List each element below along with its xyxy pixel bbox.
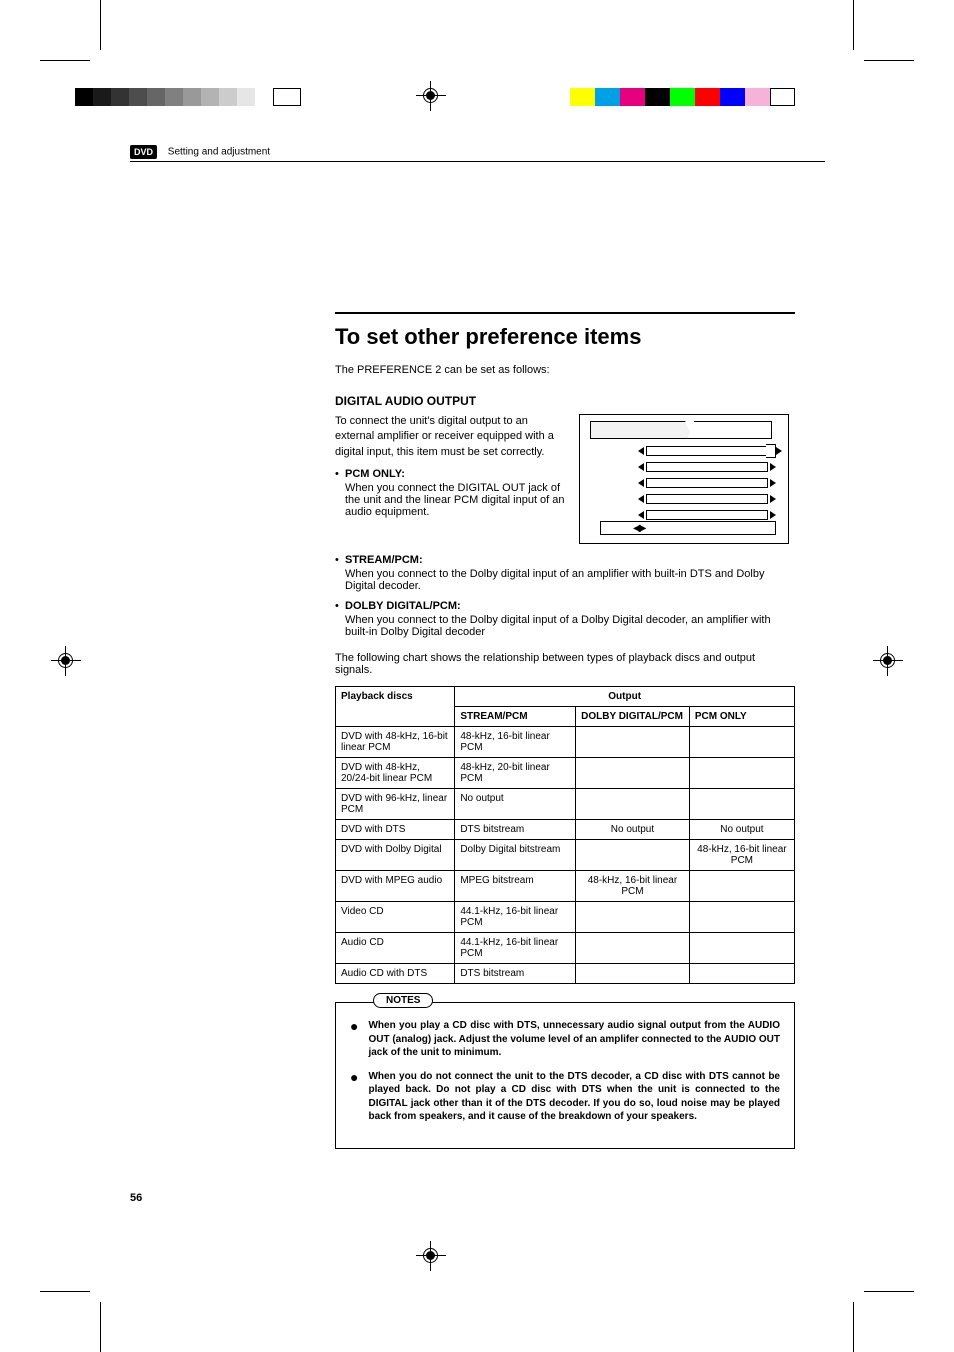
- table-row: DVD with 48-kHz, 16-bit linear PCM48-kHz…: [336, 727, 795, 758]
- cell-stream: DTS bitstream: [455, 964, 576, 984]
- cell-stream: Dolby Digital bitstream: [455, 840, 576, 871]
- crop-mark: [40, 60, 90, 61]
- color-calibration-bar: [570, 88, 795, 106]
- option-desc: When you connect to the Dolby digital in…: [345, 614, 795, 638]
- table-row: DVD with 96-kHz, linear PCMNo output: [336, 789, 795, 820]
- cell-pcm: No output: [689, 820, 794, 840]
- cell-pcm: [689, 789, 794, 820]
- osd-menu-diagram: ◀▶: [579, 414, 789, 544]
- cell-disc: Audio CD with DTS: [336, 964, 455, 984]
- table-row: Video CD44.1-kHz, 16-bit linear PCM: [336, 902, 795, 933]
- digital-audio-desc: To connect the unit's digital output to …: [335, 414, 565, 460]
- registration-mark-icon: [420, 85, 442, 107]
- cell-pcm: [689, 758, 794, 789]
- notes-section: NOTES ●When you play a CD disc with DTS,…: [335, 1002, 795, 1149]
- cell-stream: 44.1-kHz, 16-bit linear PCM: [455, 902, 576, 933]
- cell-dolby: [576, 727, 690, 758]
- crop-mark: [100, 1302, 101, 1352]
- table-row: DVD with Dolby DigitalDolby Digital bits…: [336, 840, 795, 871]
- table-row: DVD with DTSDTS bitstreamNo outputNo out…: [336, 820, 795, 840]
- grayscale-calibration-bar: [75, 88, 301, 106]
- cell-dolby: [576, 902, 690, 933]
- cell-disc: DVD with 48-kHz, 16-bit linear PCM: [336, 727, 455, 758]
- crop-mark: [853, 0, 854, 50]
- bullet-icon: ●: [350, 1070, 358, 1124]
- option-dolby-digital-pcm: DOLBY DIGITAL/PCM: When you connect to t…: [335, 600, 795, 638]
- crop-mark: [40, 1291, 90, 1292]
- th-stream: STREAM/PCM: [455, 707, 576, 727]
- note-text: When you play a CD disc with DTS, unnece…: [368, 1019, 780, 1060]
- page-title: To set other preference items: [335, 312, 795, 350]
- note-item: ●When you do not connect the unit to the…: [350, 1070, 780, 1124]
- chart-intro: The following chart shows the relationsh…: [335, 652, 795, 676]
- registration-mark-icon: [55, 650, 77, 672]
- page-content: DVD Setting and adjustment To set other …: [130, 145, 825, 1149]
- crop-mark: [853, 1302, 854, 1352]
- option-pcm-only: PCM ONLY: When you connect the DIGITAL O…: [335, 468, 565, 518]
- cell-stream: 44.1-kHz, 16-bit linear PCM: [455, 933, 576, 964]
- table-row: DVD with MPEG audioMPEG bitstream48-kHz,…: [336, 871, 795, 902]
- option-desc: When you connect the DIGITAL OUT jack of…: [345, 482, 565, 518]
- cell-dolby: [576, 758, 690, 789]
- cell-dolby: No output: [576, 820, 690, 840]
- cell-disc: Video CD: [336, 902, 455, 933]
- cell-dolby: [576, 840, 690, 871]
- cell-disc: Audio CD: [336, 933, 455, 964]
- option-list-cont: STREAM/PCM: When you connect to the Dolb…: [335, 554, 795, 638]
- table-row: Audio CD with DTSDTS bitstream: [336, 964, 795, 984]
- running-header: DVD Setting and adjustment: [130, 145, 825, 162]
- crop-mark: [864, 60, 914, 61]
- note-item: ●When you play a CD disc with DTS, unnec…: [350, 1019, 780, 1060]
- digital-audio-heading: DIGITAL AUDIO OUTPUT: [335, 394, 795, 408]
- cell-stream: 48-kHz, 16-bit linear PCM: [455, 727, 576, 758]
- note-text: When you do not connect the unit to the …: [368, 1070, 780, 1124]
- cell-pcm: [689, 964, 794, 984]
- cell-pcm: 48-kHz, 16-bit linear PCM: [689, 840, 794, 871]
- intro-text: The PREFERENCE 2 can be set as follows:: [335, 364, 795, 376]
- left-right-arrows-icon: ◀▶: [633, 523, 644, 534]
- option-list: PCM ONLY: When you connect the DIGITAL O…: [335, 468, 565, 518]
- th-dolby: DOLBY DIGITAL/PCM: [576, 707, 690, 727]
- cell-stream: MPEG bitstream: [455, 871, 576, 902]
- cell-disc: DVD with DTS: [336, 820, 455, 840]
- cell-disc: DVD with 48-kHz, 20/24-bit linear PCM: [336, 758, 455, 789]
- cell-disc: DVD with Dolby Digital: [336, 840, 455, 871]
- cell-stream: 48-kHz, 20-bit linear PCM: [455, 758, 576, 789]
- cell-disc: DVD with MPEG audio: [336, 871, 455, 902]
- cell-pcm: [689, 871, 794, 902]
- cell-pcm: [689, 727, 794, 758]
- registration-mark-icon: [420, 1245, 442, 1267]
- option-stream-pcm: STREAM/PCM: When you connect to the Dolb…: [335, 554, 795, 592]
- output-signals-table: Playback discs Output STREAM/PCM DOLBY D…: [335, 686, 795, 984]
- table-row: Audio CD44.1-kHz, 16-bit linear PCM: [336, 933, 795, 964]
- option-label: STREAM/PCM:: [345, 554, 423, 566]
- cell-disc: DVD with 96-kHz, linear PCM: [336, 789, 455, 820]
- cell-pcm: [689, 902, 794, 933]
- table-row: DVD with 48-kHz, 20/24-bit linear PCM48-…: [336, 758, 795, 789]
- notes-label: NOTES: [373, 993, 433, 1008]
- crop-mark: [100, 0, 101, 50]
- th-playback: Playback discs: [336, 687, 455, 727]
- option-desc: When you connect to the Dolby digital in…: [345, 568, 795, 592]
- cell-dolby: [576, 789, 690, 820]
- cell-dolby: 48-kHz, 16-bit linear PCM: [576, 871, 690, 902]
- option-label: DOLBY DIGITAL/PCM:: [345, 600, 461, 612]
- crop-mark: [864, 1291, 914, 1292]
- th-output: Output: [455, 687, 795, 707]
- registration-mark-icon: [877, 650, 899, 672]
- main-content: To set other preference items The PREFER…: [335, 312, 795, 1149]
- cell-dolby: [576, 964, 690, 984]
- cell-dolby: [576, 933, 690, 964]
- section-name: Setting and adjustment: [168, 147, 270, 158]
- cell-stream: No output: [455, 789, 576, 820]
- cell-pcm: [689, 933, 794, 964]
- option-label: PCM ONLY:: [345, 468, 405, 480]
- th-pcm: PCM ONLY: [689, 707, 794, 727]
- page-number: 56: [130, 1192, 142, 1204]
- bullet-icon: ●: [350, 1019, 358, 1060]
- cell-stream: DTS bitstream: [455, 820, 576, 840]
- dvd-badge: DVD: [130, 145, 157, 159]
